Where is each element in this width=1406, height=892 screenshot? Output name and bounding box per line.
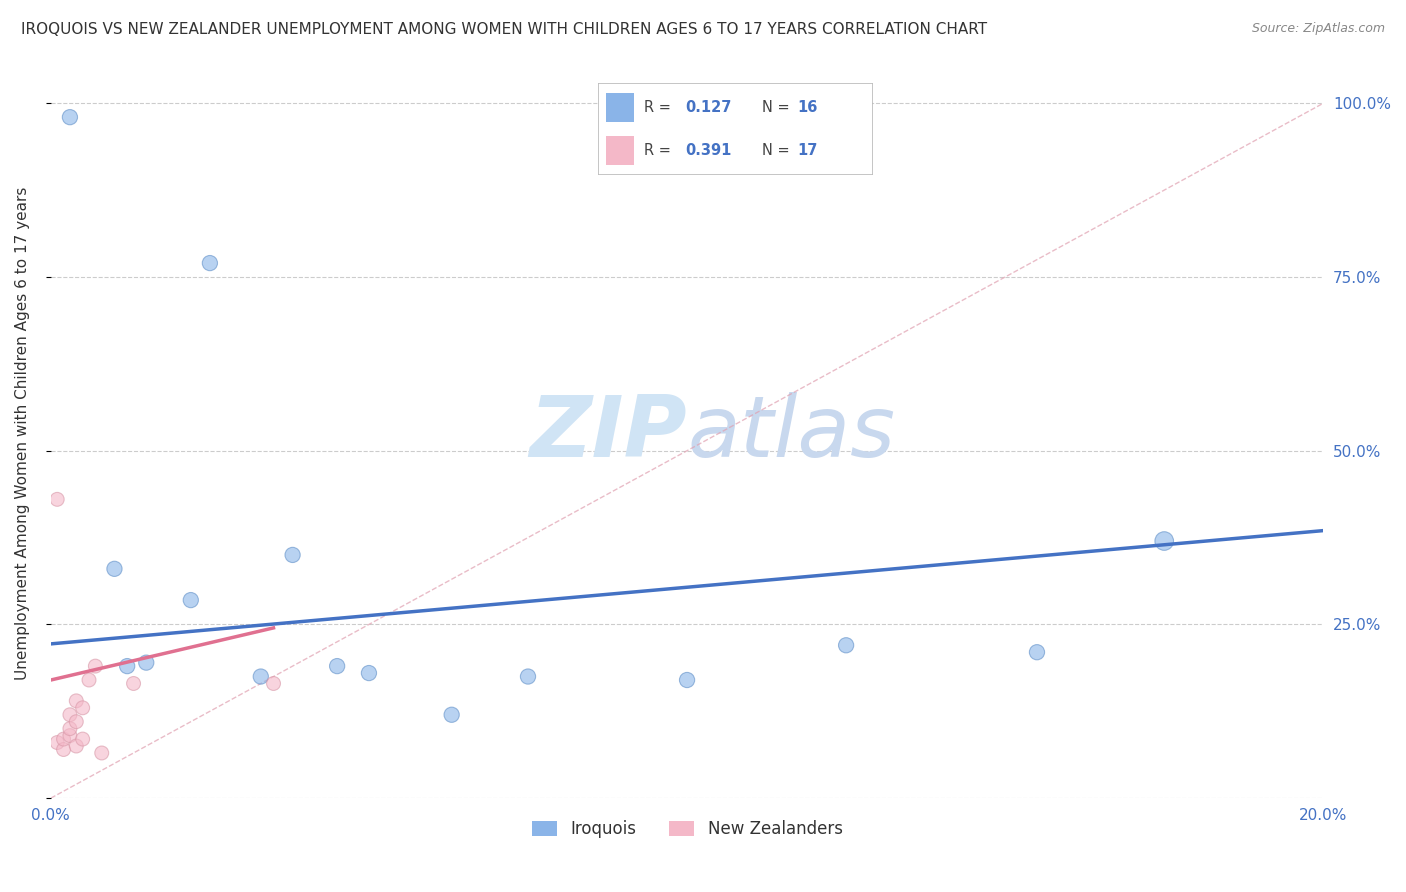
Point — [59, 722, 82, 736]
Point — [115, 659, 138, 673]
Point — [517, 669, 540, 683]
Point — [46, 492, 69, 507]
Point — [198, 256, 221, 270]
Point — [1026, 645, 1049, 659]
Point — [84, 659, 107, 673]
Text: atlas: atlas — [688, 392, 896, 475]
Point — [326, 659, 349, 673]
Point — [90, 746, 112, 760]
Point — [77, 673, 100, 687]
Point — [52, 742, 75, 756]
Point — [440, 707, 463, 722]
Point — [835, 638, 858, 652]
Point — [122, 676, 145, 690]
Point — [59, 707, 82, 722]
Point — [180, 593, 202, 607]
Point — [72, 732, 94, 747]
Text: Source: ZipAtlas.com: Source: ZipAtlas.com — [1251, 22, 1385, 36]
Point — [281, 548, 304, 562]
Point — [263, 676, 285, 690]
Point — [65, 714, 87, 729]
Point — [1153, 534, 1175, 549]
Point — [46, 735, 69, 749]
Point — [135, 656, 157, 670]
Point — [72, 701, 94, 715]
Point — [65, 694, 87, 708]
Text: ZIP: ZIP — [530, 392, 688, 475]
Point — [676, 673, 699, 687]
Point — [249, 669, 271, 683]
Point — [52, 732, 75, 747]
Point — [103, 562, 125, 576]
Point — [65, 739, 87, 753]
Text: IROQUOIS VS NEW ZEALANDER UNEMPLOYMENT AMONG WOMEN WITH CHILDREN AGES 6 TO 17 YE: IROQUOIS VS NEW ZEALANDER UNEMPLOYMENT A… — [21, 22, 987, 37]
Point — [357, 666, 380, 681]
Y-axis label: Unemployment Among Women with Children Ages 6 to 17 years: Unemployment Among Women with Children A… — [15, 186, 30, 680]
Legend: Iroquois, New Zealanders: Iroquois, New Zealanders — [524, 814, 849, 845]
Point — [59, 110, 82, 124]
Point — [59, 729, 82, 743]
